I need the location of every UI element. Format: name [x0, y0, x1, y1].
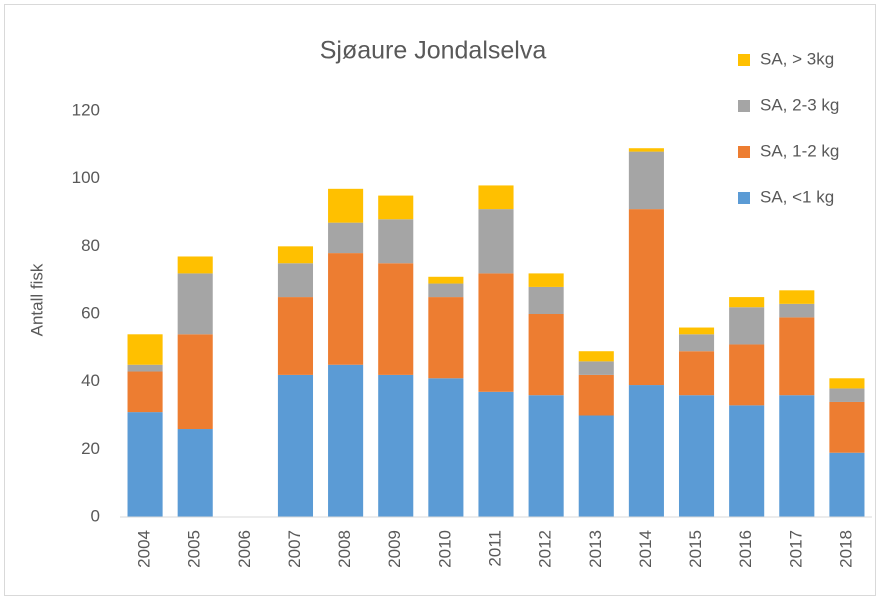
- x-tick-label: 2006: [235, 530, 254, 568]
- bar-segment: [729, 405, 765, 517]
- bar-segment: [277, 374, 314, 517]
- bar-segment: [779, 317, 815, 396]
- bar-segment: [829, 452, 865, 517]
- legend-label: SA, 2-3 kg: [760, 95, 839, 114]
- chart-title: Sjøaure Jondalselva: [320, 37, 547, 65]
- y-tick-label: 100: [72, 168, 100, 187]
- bar-segment: [729, 344, 765, 406]
- x-tick-label: 2013: [586, 530, 605, 568]
- legend-label: SA, <1 kg: [760, 187, 834, 206]
- bar-segment: [127, 334, 163, 365]
- bar-segment: [127, 412, 163, 517]
- bar-segment: [729, 307, 765, 345]
- bar-segment: [127, 364, 163, 372]
- bar-segment: [328, 364, 364, 517]
- bar-segment: [578, 374, 614, 416]
- bar-segment: [428, 276, 464, 284]
- legend-label: SA, > 3kg: [760, 49, 834, 68]
- bar-segment: [528, 395, 564, 517]
- bar-segment: [628, 209, 664, 386]
- bar-segment: [428, 283, 464, 298]
- bar-segment: [628, 148, 664, 152]
- bar-segment: [578, 351, 614, 362]
- legend-swatch: [738, 146, 750, 158]
- bar-segment: [177, 256, 213, 274]
- bar-segment: [528, 314, 564, 396]
- bar-segment: [478, 273, 514, 392]
- bar-segment: [829, 401, 865, 453]
- x-tick-label: 2018: [836, 530, 855, 568]
- bar-segment: [779, 303, 815, 318]
- legend-swatch: [738, 54, 750, 66]
- bar-segment: [478, 185, 514, 210]
- bar-segment: [328, 253, 364, 365]
- x-tick-label: 2008: [335, 530, 354, 568]
- bar-segment: [328, 188, 364, 223]
- x-tick-label: 2009: [385, 530, 404, 568]
- bar-segment: [628, 385, 664, 517]
- x-tick-label: 2015: [686, 530, 705, 568]
- bar-segment: [528, 286, 564, 314]
- bar-segment: [528, 273, 564, 287]
- y-tick-label: 20: [81, 439, 100, 458]
- x-tick-label: 2016: [736, 530, 755, 568]
- bar-segment: [177, 273, 213, 335]
- x-tick-label: 2012: [536, 530, 555, 568]
- y-tick-label: 120: [72, 100, 100, 119]
- bar-segment: [678, 351, 715, 396]
- bar-segment: [277, 246, 314, 264]
- bar-segment: [478, 209, 514, 274]
- x-tick-label: 2010: [435, 530, 454, 568]
- y-tick-label: 0: [91, 506, 100, 525]
- bar-segment: [428, 297, 464, 379]
- bar-segment: [478, 391, 514, 517]
- legend-swatch: [738, 100, 750, 112]
- bar-segment: [127, 371, 163, 413]
- bar-segment: [378, 219, 414, 264]
- legend-label: SA, 1-2 kg: [760, 141, 839, 160]
- bar-segment: [829, 378, 865, 389]
- y-axis-title: Antall fisk: [27, 263, 46, 336]
- bar-segment: [428, 378, 464, 517]
- bar-segment: [829, 388, 865, 402]
- bar-segment: [378, 374, 414, 517]
- x-tick-label: 2014: [636, 530, 655, 568]
- y-tick-label: 60: [81, 303, 100, 322]
- bar-segment: [578, 415, 614, 517]
- legend-swatch: [738, 192, 750, 204]
- bar-segment: [277, 263, 314, 298]
- y-tick-label: 40: [81, 371, 100, 390]
- bar-segment: [177, 429, 213, 517]
- bar-segment: [378, 263, 414, 375]
- bar-segment: [678, 395, 715, 517]
- x-tick-label: 2017: [786, 530, 805, 568]
- bar-segment: [177, 334, 213, 430]
- bar-segment: [328, 222, 364, 254]
- x-tick-label: 2011: [485, 530, 504, 567]
- bar-segment: [678, 327, 715, 335]
- x-tick-label: 2004: [135, 530, 154, 568]
- y-tick-label: 80: [81, 236, 100, 255]
- bar-segment: [277, 297, 314, 375]
- bar-segment: [628, 151, 664, 210]
- x-tick-label: 2005: [185, 530, 204, 568]
- bar-segment: [578, 361, 614, 375]
- bar-segment: [678, 334, 715, 352]
- bar-segment: [729, 297, 765, 308]
- bar-segment: [779, 290, 815, 304]
- x-tick-label: 2007: [285, 530, 304, 568]
- bar-segment: [378, 195, 414, 220]
- bar-segment: [779, 395, 815, 517]
